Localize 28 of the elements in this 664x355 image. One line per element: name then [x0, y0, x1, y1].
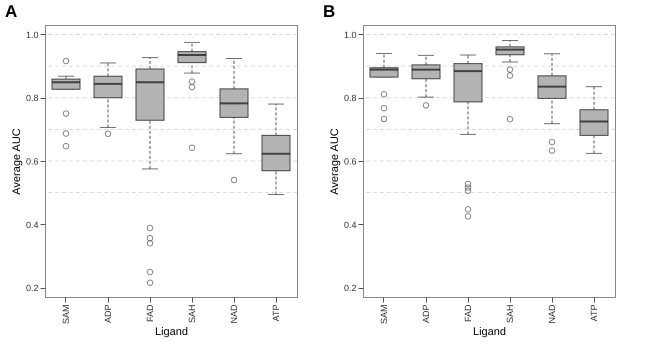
y-tick-label: 0.6	[26, 156, 38, 166]
x-tick-label: SAM	[61, 304, 71, 324]
x-tick-label: NAD	[547, 304, 557, 324]
y-tick-label: 0.8	[26, 93, 38, 104]
y-tick-label: 1.0	[344, 30, 356, 40]
y-tick-label: 1.0	[26, 30, 38, 40]
y-tick-label: 0.2	[344, 283, 356, 294]
x-tick-label: SAH	[505, 304, 515, 324]
x-tick-label: NAD	[229, 304, 239, 324]
y-tick-label: 0.4	[26, 220, 38, 230]
x-tick-label: ATP	[589, 304, 599, 322]
x-axis-title: Ligand	[472, 326, 506, 338]
chart-title: B	[323, 2, 336, 21]
y-tick-label: 0.8	[344, 93, 356, 104]
y-axis-title: Average AUC	[328, 128, 341, 195]
x-tick-label: FAD	[463, 304, 473, 322]
x-tick-label: FAD	[145, 304, 155, 322]
x-tick-label: ADP	[421, 304, 431, 324]
x-tick-label: ATP	[271, 304, 281, 322]
y-tick-label: 0.4	[344, 220, 356, 230]
chart-title: A	[5, 2, 18, 21]
x-tick-label: ADP	[103, 304, 113, 324]
y-axis-title: Average AUC	[10, 128, 23, 195]
x-tick-label: SAM	[379, 304, 389, 324]
y-tick-label: 0.6	[344, 156, 356, 166]
x-tick-label: SAH	[187, 304, 197, 324]
x-axis-title: Ligand	[154, 326, 188, 338]
y-tick-label: 0.2	[26, 283, 38, 294]
